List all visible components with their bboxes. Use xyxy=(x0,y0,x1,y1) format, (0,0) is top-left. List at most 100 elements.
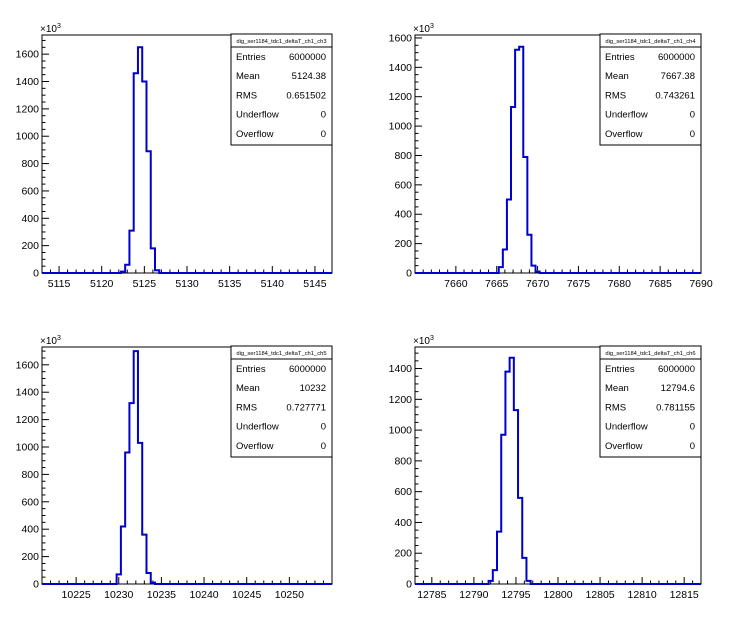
stats-label: Underflow xyxy=(605,422,648,433)
x-tick-label: 10240 xyxy=(189,589,218,601)
y-tick-label: 400 xyxy=(21,213,39,225)
stats-label: Entries xyxy=(605,52,635,63)
x-tick-label: 7685 xyxy=(648,278,672,290)
y-tick-label: 0 xyxy=(33,579,39,591)
x-tick-label: 7690 xyxy=(689,278,713,290)
stats-label: Entries xyxy=(236,364,266,375)
y-tick-label: 600 xyxy=(21,496,39,508)
x-tick-label: 7675 xyxy=(567,278,591,290)
x-tick-label: 10250 xyxy=(275,589,304,601)
multiplier-base: ×10 xyxy=(40,24,57,35)
y-tick-label: 600 xyxy=(21,185,39,197)
stats-label: RMS xyxy=(236,402,257,413)
stats-box: dig_ser1184_tdc1_deltaT_ch1_ch3 Entries 60… xyxy=(230,33,333,146)
x-tick-label: 7680 xyxy=(608,278,632,290)
y-tick-label: 1400 xyxy=(16,76,40,88)
y-tick-label: 1400 xyxy=(389,363,413,375)
axis-multiplier: ×103 xyxy=(413,335,434,347)
y-tick-label: 1200 xyxy=(389,91,413,103)
x-tick-label: 12805 xyxy=(585,589,614,601)
histogram-panel-4: 12785 12790 12795 12800 12805 12810 12815 0 200 4… xyxy=(389,335,702,601)
y-tick-label: 200 xyxy=(21,240,39,252)
stats-value: 12794.6 xyxy=(661,383,695,394)
y-tick-label: 1400 xyxy=(389,62,413,74)
y-tick-label: 1200 xyxy=(16,414,40,426)
stats-value: 0 xyxy=(690,110,695,121)
stats-box-frame xyxy=(599,345,702,458)
stats-box: dig_ser1184_tdc1_deltaT_ch1_ch5 Entries 60… xyxy=(230,345,333,458)
axis-multiplier: ×103 xyxy=(40,23,61,35)
histogram-line xyxy=(415,45,701,274)
histogram-line xyxy=(415,356,701,585)
stats-box-title: dig_ser1184_tdc1_deltaT_ch1_ch6 xyxy=(605,351,695,357)
stats-box-frame xyxy=(230,345,333,458)
y-tick-label: 1600 xyxy=(389,32,413,44)
stats-box-frame xyxy=(230,33,333,146)
stats-value: 5124.38 xyxy=(292,71,326,82)
y-tick-label: 1600 xyxy=(16,49,40,61)
multiplier-base: ×10 xyxy=(40,336,57,347)
stats-label: RMS xyxy=(605,402,626,413)
stats-value: 7667.38 xyxy=(661,71,695,82)
stats-label: Underflow xyxy=(605,110,648,121)
histogram-line xyxy=(42,46,332,274)
y-tick-label: 800 xyxy=(394,455,412,467)
x-tick-label: 7660 xyxy=(444,278,468,290)
y-tick-label: 600 xyxy=(394,486,412,498)
stats-value: 0.727771 xyxy=(286,402,326,413)
histogram-panel-1: 5115 5120 5125 5130 5135 5140 5145 0 200 400 600 80… xyxy=(16,23,333,290)
multiplier-exponent: 3 xyxy=(430,23,434,30)
stats-label: Mean xyxy=(236,71,260,82)
histogram-panel-2: 7660 7665 7670 7675 7680 7685 7690 0 200 400 600 80… xyxy=(389,23,713,290)
stats-label: RMS xyxy=(236,90,257,101)
y-tick-label: 1000 xyxy=(389,425,413,437)
x-tick-label: 12795 xyxy=(501,589,530,601)
stats-label: Underflow xyxy=(236,110,279,121)
axis-multiplier: ×103 xyxy=(40,335,61,347)
x-tick-label: 7670 xyxy=(526,278,550,290)
stats-label: RMS xyxy=(605,90,626,101)
stats-label: Entries xyxy=(236,52,266,63)
stats-label: Mean xyxy=(236,383,260,394)
y-tick-label: 0 xyxy=(406,579,412,591)
x-tick-label: 5115 xyxy=(48,278,71,290)
y-tick-label: 1000 xyxy=(16,131,40,143)
y-tick-label: 1600 xyxy=(16,359,40,371)
y-tick-label: 400 xyxy=(21,524,39,536)
y-tick-label: 800 xyxy=(394,150,412,162)
x-tick-label: 12815 xyxy=(670,589,699,601)
y-tick-label: 600 xyxy=(394,179,412,191)
histogram-line xyxy=(42,350,332,585)
stats-box-title: dig_ser1184_tdc1_deltaT_ch1_ch3 xyxy=(236,39,326,45)
y-tick-label: 800 xyxy=(21,158,39,170)
stats-value: 0.743261 xyxy=(655,90,695,101)
stats-value: 0 xyxy=(321,422,326,433)
x-tick-label: 5135 xyxy=(218,278,242,290)
stats-value: 0 xyxy=(690,422,695,433)
stats-label: Mean xyxy=(605,71,629,82)
y-tick-label: 0 xyxy=(406,268,412,280)
stats-label: Overflow xyxy=(236,441,274,452)
histogram-panel-3: 10225 10230 10235 10240 10245 10250 0 200 400 600… xyxy=(16,335,333,601)
y-tick-label: 800 xyxy=(21,469,39,481)
y-tick-label: 1200 xyxy=(16,103,40,115)
y-tick-label: 1200 xyxy=(389,394,413,406)
stats-value: 0.781155 xyxy=(656,402,695,413)
y-tick-label: 200 xyxy=(394,238,412,250)
stats-box-title: dig_ser1184_tdc1_deltaT_ch1_ch5 xyxy=(236,351,326,357)
stats-box: dig_ser1184_tdc1_deltaT_ch1_ch4 Entries 60… xyxy=(599,33,702,146)
x-tick-label: 12790 xyxy=(459,589,488,601)
stats-label: Overflow xyxy=(236,129,274,140)
stats-value: 0 xyxy=(321,129,326,140)
x-tick-label: 5125 xyxy=(133,278,157,290)
y-tick-label: 400 xyxy=(394,517,412,529)
x-tick-label: 10245 xyxy=(232,589,261,601)
x-tick-label: 10230 xyxy=(104,589,133,601)
y-tick-label: 400 xyxy=(394,209,412,221)
stats-box-frame xyxy=(599,33,702,146)
stats-value: 6000000 xyxy=(658,364,695,375)
stats-value: 6000000 xyxy=(289,364,326,375)
multiplier-base: ×10 xyxy=(413,336,430,347)
y-tick-label: 1400 xyxy=(16,387,40,399)
